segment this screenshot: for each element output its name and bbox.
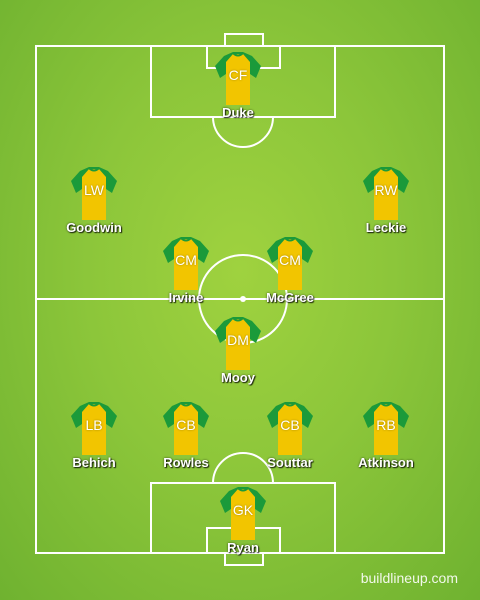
jersey-icon: [267, 402, 313, 455]
player-name: Mooy: [221, 370, 255, 385]
player-name: Atkinson: [358, 455, 414, 470]
center-spot: [240, 296, 246, 302]
position-label: LB: [85, 417, 103, 433]
player-name: Rowles: [163, 455, 209, 470]
jersey-icon: [215, 52, 261, 105]
position-label: RB: [376, 417, 396, 433]
position-label: LW: [84, 182, 104, 198]
player-lw[interactable]: LW Goodwin: [49, 165, 139, 235]
player-name: Ryan: [227, 540, 259, 555]
position-label: GK: [232, 502, 254, 518]
jersey-icon: [220, 487, 266, 540]
jersey-icon: [363, 167, 409, 220]
top-penalty-arc: [212, 116, 274, 148]
jersey-icon: [163, 237, 209, 290]
jersey-icon: [71, 402, 117, 455]
jersey-icon: [163, 402, 209, 455]
player-name: Leckie: [365, 220, 407, 235]
player-rw[interactable]: RW Leckie: [341, 165, 431, 235]
position-label: CM: [175, 252, 197, 268]
player-name: Behich: [72, 455, 116, 470]
player-cb-left[interactable]: CB Rowles: [141, 400, 231, 470]
player-name: Irvine: [168, 290, 204, 305]
position-label: CM: [279, 252, 301, 268]
player-name: McGree: [266, 290, 314, 305]
top-goal: [224, 33, 264, 47]
player-lb[interactable]: LB Behich: [49, 400, 139, 470]
player-cf[interactable]: CF Duke: [193, 50, 283, 120]
position-label: RW: [374, 182, 398, 198]
jersey-icon: [267, 237, 313, 290]
player-gk[interactable]: GK Ryan: [198, 485, 288, 555]
player-name: Souttar: [267, 455, 313, 470]
position-label: CF: [228, 67, 248, 83]
position-label: DM: [227, 332, 249, 348]
player-cm-right[interactable]: CM McGree: [245, 235, 335, 305]
player-cm-left[interactable]: CM Irvine: [141, 235, 231, 305]
player-rb[interactable]: RB Atkinson: [341, 400, 431, 470]
watermark: buildlineup.com: [360, 570, 458, 586]
jersey-icon: [215, 317, 261, 370]
bottom-goal: [224, 552, 264, 566]
player-dm[interactable]: DM Mooy: [193, 315, 283, 385]
jersey-icon: [71, 167, 117, 220]
player-name: Goodwin: [66, 220, 122, 235]
bottom-penalty-arc: [212, 452, 274, 484]
position-label: CB: [176, 417, 196, 433]
position-label: CB: [280, 417, 300, 433]
jersey-icon: [363, 402, 409, 455]
player-cb-right[interactable]: CB Souttar: [245, 400, 335, 470]
player-name: Duke: [222, 105, 254, 120]
